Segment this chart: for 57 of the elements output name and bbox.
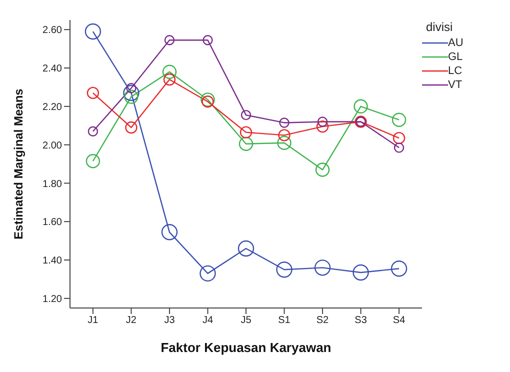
point — [314, 260, 331, 276]
point — [86, 86, 100, 100]
point — [84, 23, 102, 40]
point — [123, 84, 140, 102]
legend-label: GL — [448, 51, 463, 63]
point — [162, 64, 177, 79]
y-tick-label: 2.40 — [42, 64, 62, 75]
point — [390, 260, 408, 277]
point — [392, 132, 406, 144]
legend-label: VT — [448, 79, 462, 91]
point — [240, 126, 252, 138]
y-axis-title: Estimated Marginal Means — [11, 88, 26, 240]
y-tick-label: 1.40 — [42, 256, 62, 267]
point — [276, 262, 292, 278]
point — [316, 120, 329, 133]
point — [88, 126, 98, 136]
point — [202, 35, 213, 46]
point — [161, 224, 178, 240]
point — [354, 99, 368, 114]
point — [163, 73, 176, 86]
point — [202, 96, 214, 108]
x-tick-label: J4 — [202, 315, 214, 326]
point — [200, 265, 216, 282]
point — [352, 264, 369, 281]
x-tick-label: S3 — [354, 315, 368, 326]
x-tick-label: S2 — [316, 315, 330, 326]
legend-label: AU — [448, 37, 464, 49]
point — [238, 136, 254, 151]
point — [124, 90, 138, 104]
x-tick-label: J5 — [240, 315, 252, 326]
y-tick-label: 2.20 — [42, 102, 62, 113]
point — [392, 112, 406, 127]
point — [277, 136, 292, 150]
legend-title: divisi — [426, 20, 454, 34]
point — [394, 142, 404, 153]
y-tick-label: 1.20 — [42, 294, 62, 305]
point — [279, 118, 290, 128]
point — [125, 121, 138, 134]
point — [164, 35, 175, 46]
y-tick-label: 1.80 — [42, 178, 62, 190]
x-tick-label: S1 — [278, 315, 291, 326]
x-tick-label: S4 — [392, 315, 406, 326]
y-tick-label: 1.60 — [42, 217, 62, 228]
point — [317, 116, 328, 127]
x-tick-label: J2 — [126, 315, 137, 326]
point — [278, 129, 290, 142]
point — [238, 240, 254, 257]
x-tick-label: J3 — [164, 315, 176, 326]
legend-label: LC — [448, 65, 462, 77]
point — [86, 154, 100, 168]
x-tick-label: J1 — [88, 315, 99, 326]
y-tick-label: 2.60 — [42, 25, 62, 36]
x-axis-title: Faktor Kepuasan Karyawan — [160, 340, 332, 355]
point — [200, 92, 215, 107]
point — [240, 110, 252, 120]
point — [315, 162, 330, 177]
y-tick-label: 2.00 — [42, 140, 62, 152]
